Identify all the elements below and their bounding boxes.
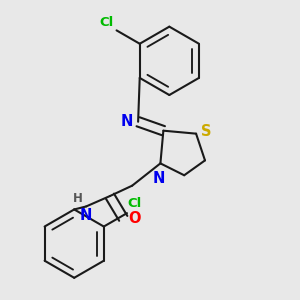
Text: O: O	[129, 211, 141, 226]
Text: H: H	[73, 192, 83, 205]
Text: N: N	[120, 114, 133, 129]
Text: N: N	[80, 208, 92, 223]
Text: Cl: Cl	[127, 197, 141, 210]
Text: Cl: Cl	[99, 16, 114, 29]
Text: S: S	[201, 124, 212, 139]
Text: N: N	[153, 171, 165, 186]
